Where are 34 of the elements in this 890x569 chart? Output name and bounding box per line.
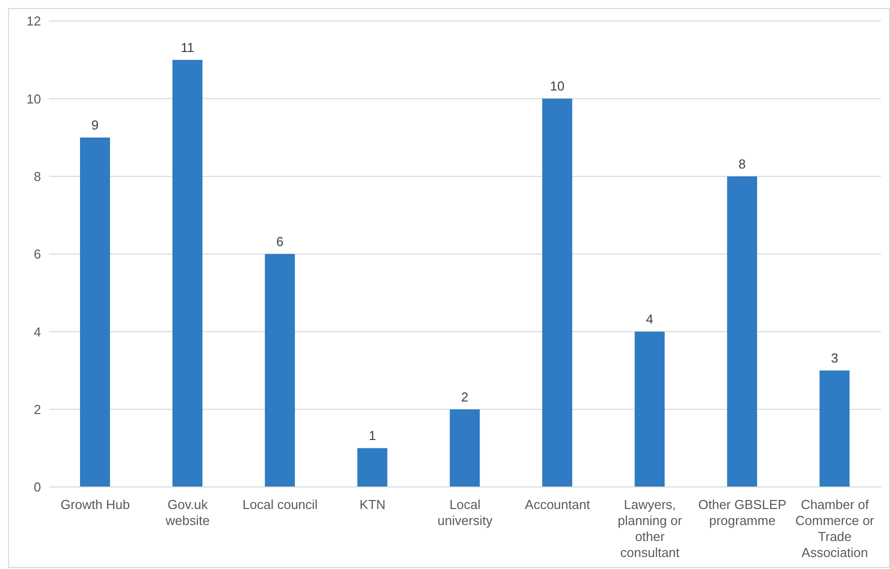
x-tick-label: Accountant — [524, 497, 590, 512]
y-tick-label: 12 — [26, 14, 41, 29]
data-label: 3 — [830, 350, 838, 366]
data-label: 2 — [461, 389, 468, 404]
x-tick-label: Chamber of Commerce or Trade Association — [795, 497, 875, 560]
bar — [450, 409, 480, 487]
x-tick-label: Lawyers, planning or other consultant — [618, 497, 683, 560]
y-tick-label: 10 — [26, 91, 41, 106]
bar — [820, 370, 850, 487]
bar — [727, 176, 758, 487]
x-tick-label: KTN — [360, 497, 386, 512]
y-tick-label: 8 — [34, 168, 41, 184]
data-label: 9 — [91, 118, 99, 132]
bar — [357, 448, 388, 487]
bar — [172, 60, 202, 487]
data-label: 8 — [738, 156, 746, 172]
bar — [264, 254, 295, 487]
y-tick-label: 6 — [34, 246, 41, 262]
bar — [542, 98, 572, 487]
data-label: 4 — [646, 312, 654, 327]
x-tick-label: Other GBSLEP programme — [698, 497, 786, 528]
x-tick-label: Growth Hub — [60, 497, 130, 512]
bar — [80, 138, 110, 487]
data-label: 11 — [180, 40, 194, 55]
y-tick-label: 0 — [34, 480, 41, 495]
y-tick-label: 2 — [34, 402, 41, 417]
data-label: 6 — [276, 234, 284, 249]
x-tick-label: Local university — [438, 497, 493, 528]
y-tick-label: 4 — [34, 324, 41, 340]
data-label: 10 — [550, 78, 564, 94]
bar — [634, 332, 665, 487]
data-label: 1 — [368, 428, 376, 444]
x-tick-label: Local council — [242, 497, 318, 512]
x-tick-label: Gov.uk website — [164, 497, 210, 528]
